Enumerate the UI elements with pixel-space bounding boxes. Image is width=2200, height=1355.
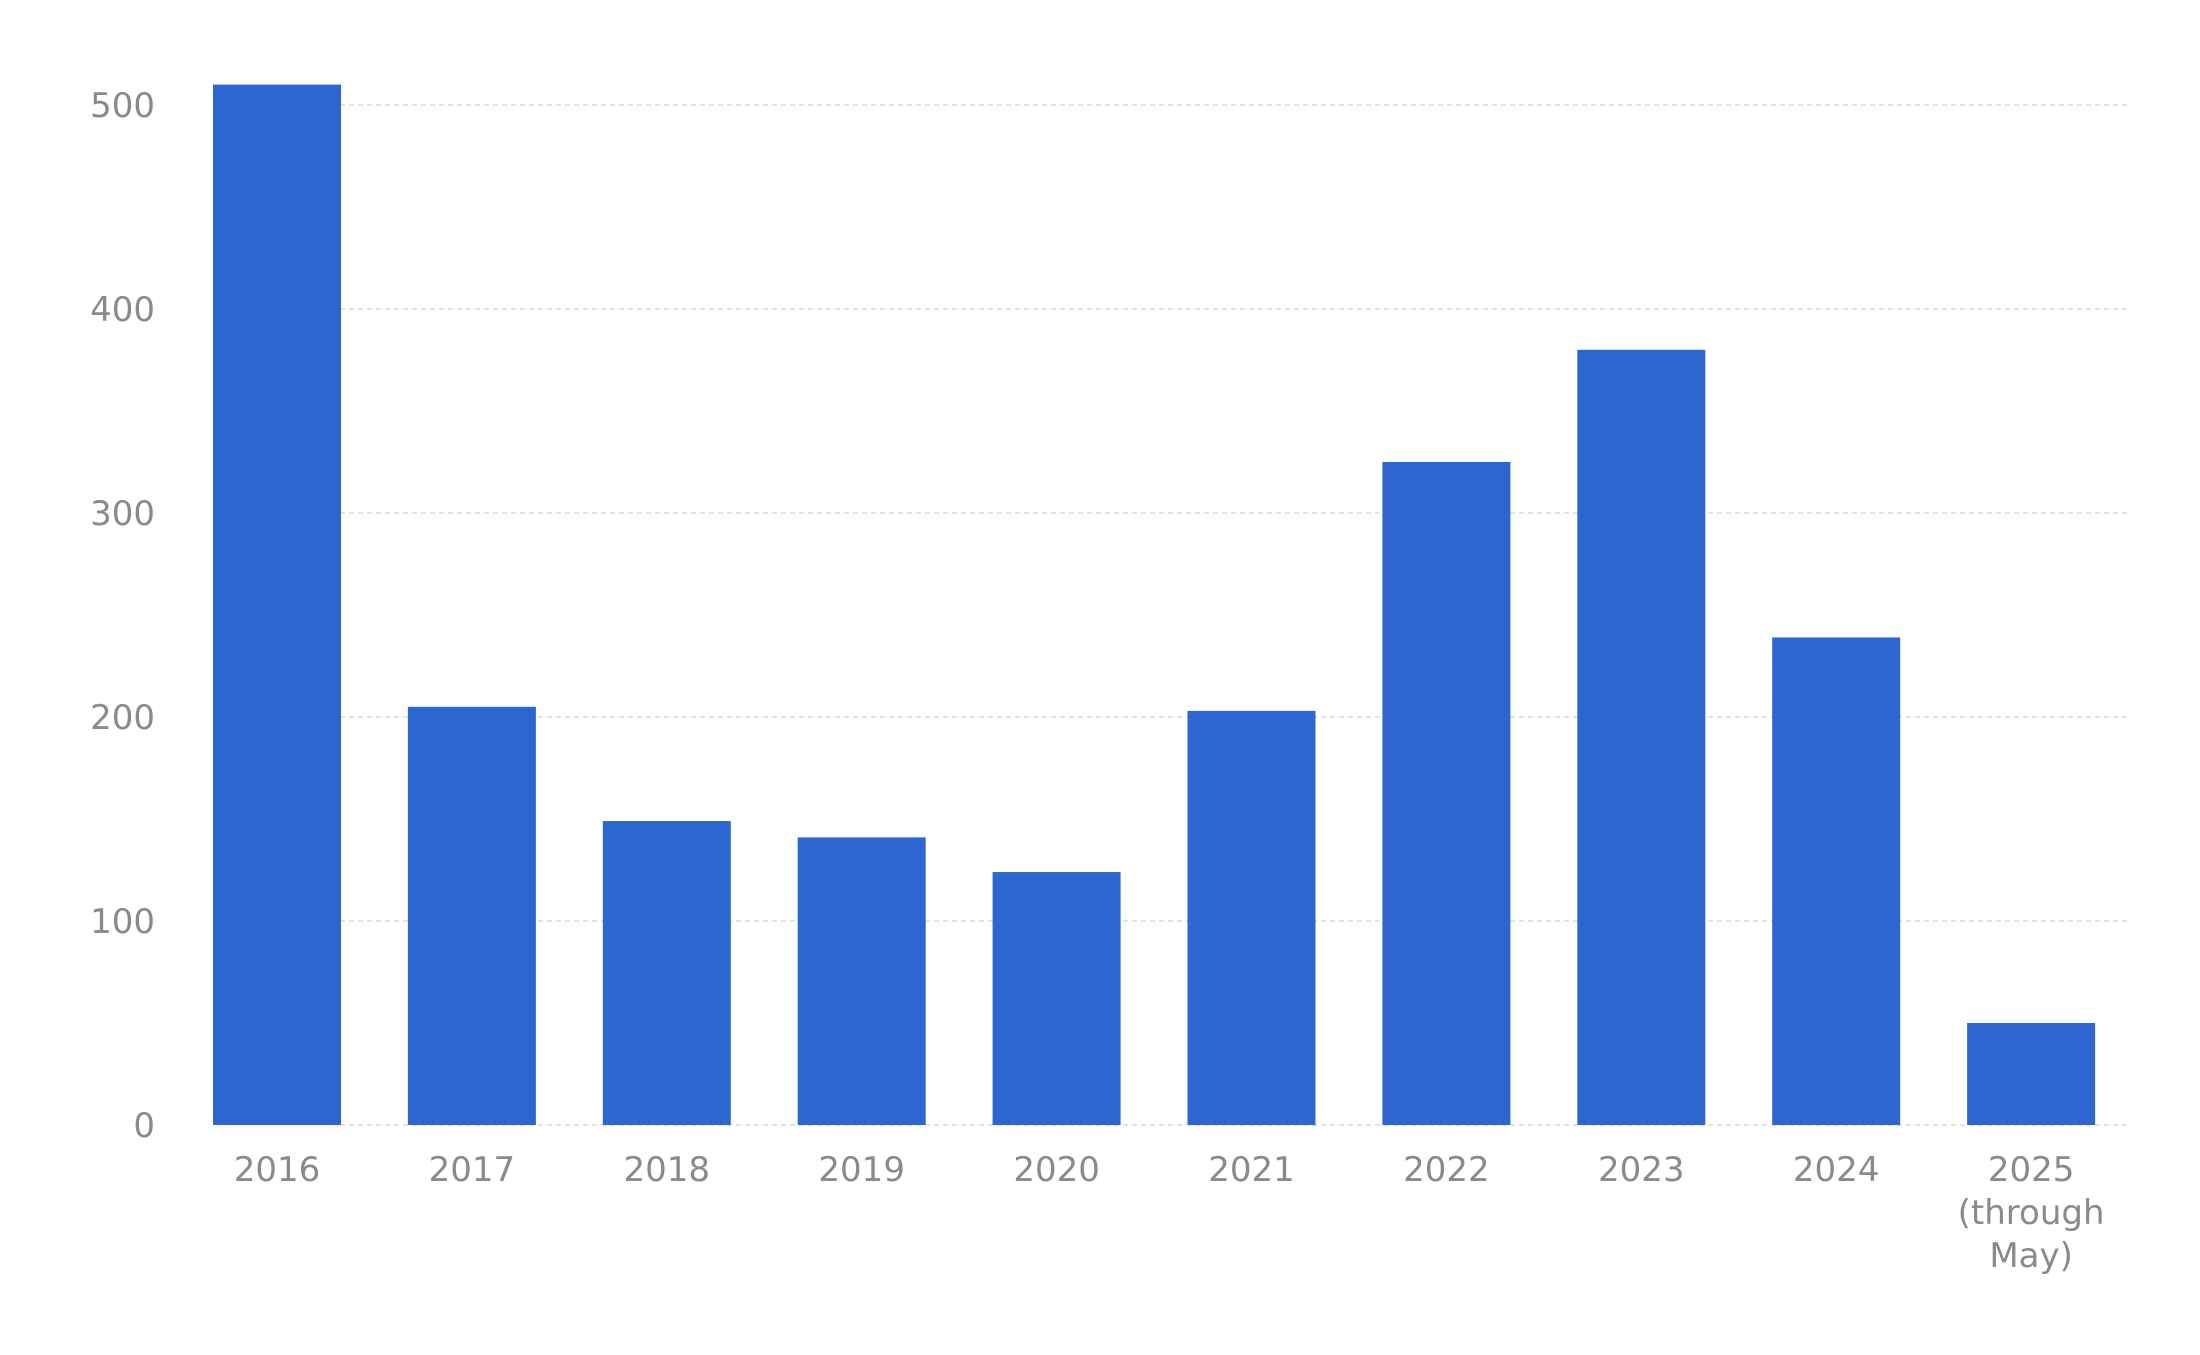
x-tick-label: 2016 — [234, 1150, 321, 1190]
x-tick-label: 2023 — [1598, 1150, 1685, 1190]
y-tick-label: 500 — [90, 86, 155, 126]
bar — [1382, 462, 1511, 1125]
x-tick-label: 2019 — [818, 1150, 905, 1190]
bar — [602, 821, 731, 1125]
bars — [213, 84, 2096, 1126]
y-tick-label: 100 — [90, 902, 155, 942]
x-tick-label: 2025 (through May) — [1958, 1150, 2105, 1276]
y-axis-ticks: 0 100 200 300 400 500 — [90, 86, 155, 1146]
x-axis-ticks: 2016 2017 2018 2019 2020 2021 2022 2023 2024 2025… — [234, 1150, 2105, 1276]
bar — [1772, 637, 1901, 1125]
x-tick-label: 2024 — [1793, 1150, 1880, 1190]
x-tick-label: 2020 — [1013, 1150, 1100, 1190]
bar — [213, 84, 341, 1126]
bar — [992, 872, 1121, 1125]
y-tick-label: 200 — [90, 698, 155, 738]
bar — [407, 706, 536, 1125]
x-tick-label: 2017 — [429, 1150, 516, 1190]
y-tick-label: 300 — [90, 494, 155, 534]
y-tick-label: 0 — [133, 1106, 155, 1146]
x-tick-label: 2018 — [624, 1150, 711, 1190]
x-tick-label: 2022 — [1403, 1150, 1490, 1190]
bar — [797, 837, 926, 1125]
bar — [1187, 710, 1316, 1125]
bar — [1967, 1023, 2096, 1125]
y-tick-label: 400 — [90, 290, 155, 330]
bar — [1577, 349, 1706, 1125]
x-tick-label: 2021 — [1208, 1150, 1295, 1190]
